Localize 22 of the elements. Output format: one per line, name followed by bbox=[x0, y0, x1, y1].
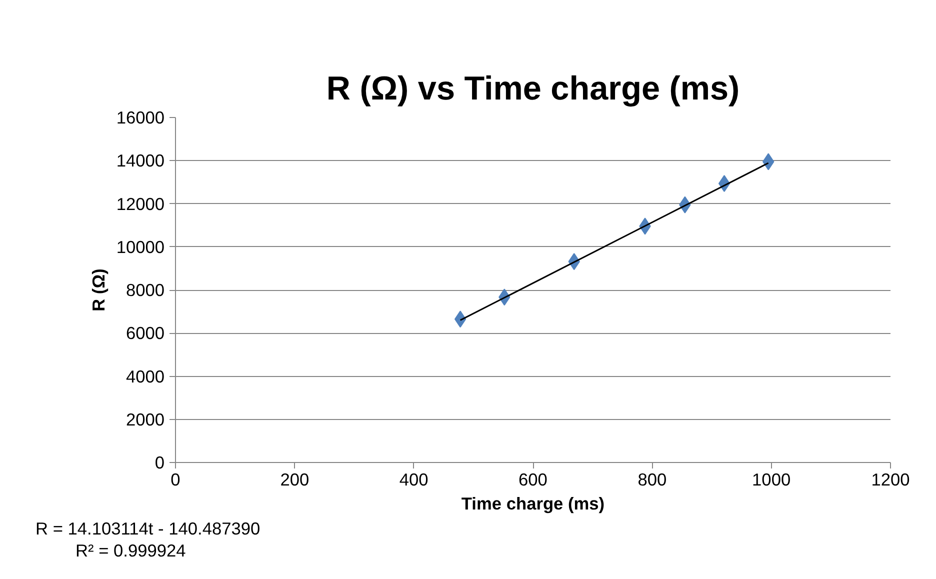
y-tick-label: 10000 bbox=[116, 236, 164, 257]
y-tick-label: 8000 bbox=[126, 280, 165, 300]
y-tick-label: 0 bbox=[154, 452, 165, 472]
x-axis-title: Time charge (ms) bbox=[461, 494, 605, 514]
y-axis-title: R (Ω) bbox=[88, 268, 108, 312]
y-tick-label: 6000 bbox=[126, 323, 165, 344]
y-tick-label: 16000 bbox=[116, 108, 164, 128]
y-tick-label: 12000 bbox=[116, 194, 164, 214]
y-tick-label: 14000 bbox=[116, 150, 164, 171]
y-tick-label: 2000 bbox=[126, 409, 165, 430]
x-tick-label: 1000 bbox=[752, 470, 791, 490]
x-tick-label: 1200 bbox=[871, 470, 910, 490]
text: R = 14.103114t - 140.487390 bbox=[36, 518, 260, 538]
x-tick-label: 800 bbox=[638, 470, 667, 490]
point bbox=[454, 310, 466, 328]
x-tick-label: 0 bbox=[170, 470, 180, 490]
y-tick-label: 4000 bbox=[126, 366, 165, 386]
x-tick-label: 600 bbox=[518, 470, 548, 490]
x-tick-label: 400 bbox=[399, 470, 428, 490]
text: R² = 0.999924 bbox=[76, 540, 186, 560]
chart-title: R (Ω) vs Time charge (ms) bbox=[326, 70, 740, 108]
x-tick-label: 200 bbox=[280, 470, 310, 490]
